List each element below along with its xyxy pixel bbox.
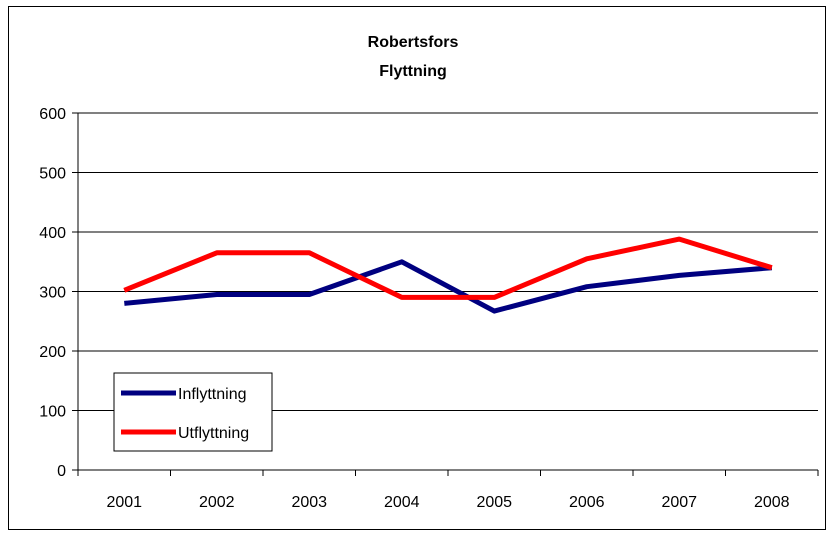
x-tick-label-2007: 2007	[661, 494, 697, 511]
series-lines	[123, 236, 773, 314]
x-tick-label-2002: 2002	[199, 494, 235, 511]
x-tick-label-2004: 2004	[384, 494, 420, 511]
y-tick-label-300: 300	[39, 285, 66, 302]
chart-title: Robertsfors	[368, 34, 459, 51]
legend: Inflyttning Utflyttning	[113, 372, 273, 452]
y-tick-label-200: 200	[39, 344, 66, 361]
y-tick-label-600: 600	[39, 106, 66, 123]
x-tick-label-2003: 2003	[291, 494, 327, 511]
y-tick-labels: 0 100 200 300 400 500 600	[39, 106, 66, 480]
axes	[72, 112, 819, 476]
y-tick-label-0: 0	[57, 463, 66, 480]
series-line-utflyttning	[123, 236, 773, 300]
y-tick-label-400: 400	[39, 225, 66, 242]
legend-label-inflyttning: Inflyttning	[178, 386, 246, 403]
x-tick-label-2001: 2001	[106, 494, 142, 511]
x-tick-label-2005: 2005	[476, 494, 512, 511]
x-tick-labels: 2001 2002 2003 2004 2005 2006 2007 2008	[106, 494, 789, 511]
legend-box	[113, 372, 273, 452]
x-tick-label-2008: 2008	[754, 494, 790, 511]
chart-subtitle: Flyttning	[379, 63, 447, 80]
series-line-inflyttning	[124, 259, 773, 314]
y-tick-label-100: 100	[39, 404, 66, 421]
legend-label-utflyttning: Utflyttning	[178, 425, 249, 442]
y-tick-label-500: 500	[39, 166, 66, 183]
x-tick-label-2006: 2006	[569, 494, 605, 511]
